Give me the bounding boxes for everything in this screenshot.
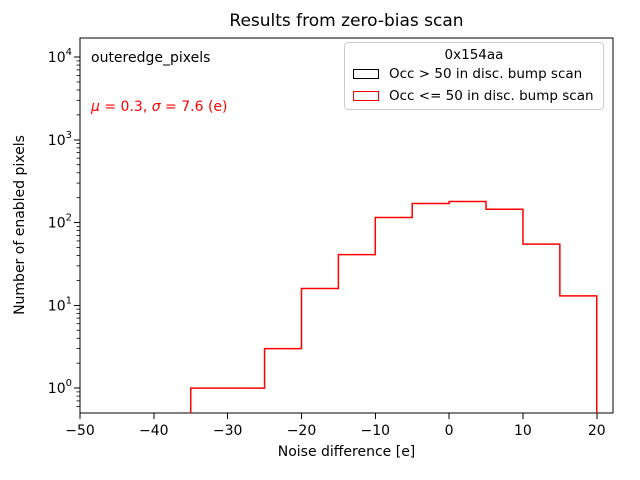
x-tick-label: −40 [139, 423, 169, 439]
x-tick-label: −30 [213, 423, 243, 439]
legend-title: 0x154aa [444, 47, 504, 63]
x-axis-label: Noise difference [e] [277, 444, 416, 460]
x-tick-label: 10 [514, 423, 532, 439]
legend-entry-0: Occ > 50 in disc. bump scan [345, 63, 603, 85]
legend-entry-1: Occ <= 50 in disc. bump scan [345, 85, 603, 107]
mu-value: = 0.3, [99, 99, 152, 115]
legend: 0x154aa Occ > 50 in disc. bump scan Occ <… [344, 42, 604, 110]
legend-rows: Occ > 50 in disc. bump scan Occ <= 50 in … [345, 63, 603, 107]
axes-border [79, 37, 614, 414]
histogram-step-series-1 [189, 200, 598, 413]
sigma-symbol: σ [151, 99, 161, 115]
y-tick-label: 101 [48, 295, 72, 314]
y-tick-label: 102 [48, 213, 72, 232]
legend-entry-label: Occ <= 50 in disc. bump scan [389, 88, 594, 104]
sigma-value: = 7.6 (e) [160, 99, 228, 115]
chart-title: Results from zero-bias scan [229, 11, 464, 31]
mu-symbol: μ [91, 99, 100, 115]
x-tick-label: −10 [361, 423, 391, 439]
x-tick-label: 0 [445, 423, 454, 439]
legend-entry-label: Occ > 50 in disc. bump scan [389, 66, 583, 82]
x-tick-label: −50 [65, 423, 95, 439]
x-tick-label: −20 [287, 423, 317, 439]
legend-swatch-icon [353, 69, 379, 79]
dataset-annotation: outeredge_pixels [91, 50, 211, 66]
legend-swatch-icon [353, 91, 379, 101]
y-tick-label: 104 [48, 47, 72, 66]
stats-annotation: μ = 0.3, σ = 7.6 (e) [91, 99, 227, 115]
y-tick-label: 100 [48, 378, 72, 397]
y-tick-label: 103 [48, 130, 72, 149]
y-axis-label: Number of enabled pixels [12, 135, 28, 315]
x-tick-label: 20 [588, 423, 606, 439]
